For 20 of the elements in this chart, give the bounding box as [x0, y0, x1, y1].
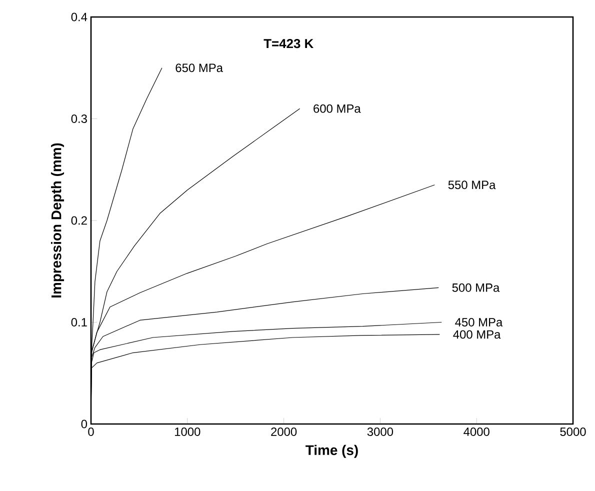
y-tick-label: 0.4: [71, 12, 88, 22]
y-tick-label: 0.3: [71, 114, 87, 123]
y-tick-label: 0.2: [71, 216, 87, 225]
series-label: 400 MPa: [453, 330, 501, 339]
series-label: 600 MPa: [314, 104, 361, 113]
x-tick-label: 3000: [367, 428, 394, 436]
x-tick-label: 4000: [464, 428, 490, 436]
y-tick-label: 0: [81, 420, 88, 428]
series-label: 650 MPa: [176, 64, 223, 72]
x-tick-label: 5000: [560, 428, 586, 436]
x-axis-title: Time (s): [306, 444, 358, 458]
text: T=423 K: [264, 38, 314, 48]
x-tick-label: 2000: [271, 428, 297, 436]
x-tick-label: 1000: [175, 428, 200, 436]
series-label: 450 MPa: [455, 318, 503, 326]
y-tick-label: 0.1: [71, 318, 87, 326]
series-label: 500 MPa: [452, 283, 500, 292]
x-tick-label: 0: [88, 428, 94, 436]
series-label: 550 MPa: [448, 180, 496, 190]
y-axis-title: Impression Depth (mm): [51, 143, 64, 298]
